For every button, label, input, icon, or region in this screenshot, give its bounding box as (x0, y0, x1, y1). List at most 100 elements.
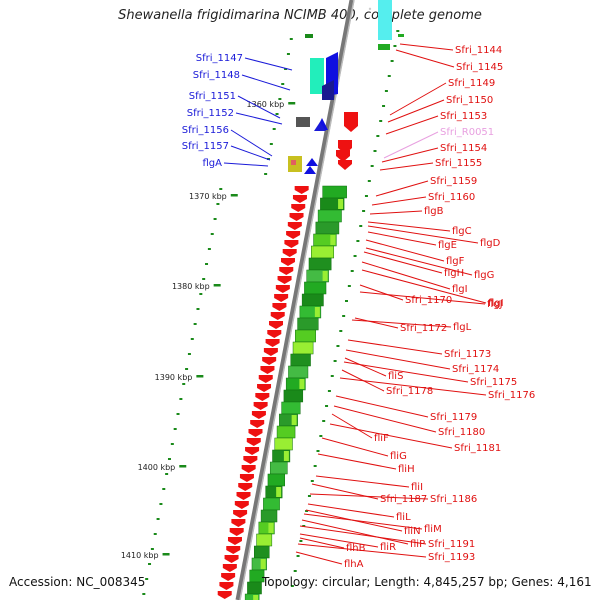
label-line (235, 112, 283, 125)
tick-mark (376, 135, 380, 137)
tick-mark (269, 143, 273, 145)
gene-label[interactable]: Sfri_1147 (196, 53, 243, 64)
gene-reverse (274, 294, 289, 302)
tick-mark (293, 570, 297, 572)
tick-mark (219, 188, 223, 190)
gene-label[interactable]: Sfri_1157 (182, 141, 229, 152)
gene-label[interactable]: Sfri_1145 (456, 62, 503, 73)
gene-label[interactable]: Sfri_1174 (452, 364, 499, 375)
gene-label[interactable]: fliM (424, 524, 442, 535)
gene-reverse (250, 420, 265, 428)
ring-marker: • (368, 5, 373, 14)
gene-label[interactable]: Sfri_1149 (448, 78, 495, 89)
gene-label[interactable]: fliS (388, 371, 403, 382)
gene-label[interactable]: fliF (374, 433, 389, 444)
gene-label[interactable]: Sfri_1186 (430, 494, 477, 505)
gene-label[interactable]: Sfri_1175 (470, 377, 517, 388)
gene-reverse (251, 411, 266, 419)
gene-label[interactable]: Sfri_1156 (182, 125, 229, 136)
gene-label[interactable]: fliI (411, 482, 423, 493)
tick-mark (284, 68, 288, 70)
gene-label[interactable]: flhA (344, 559, 364, 570)
gene-label[interactable]: flhB (346, 543, 366, 554)
gene-reverse (287, 222, 302, 230)
gene-label[interactable]: Sfri_1160 (428, 192, 475, 203)
gene-label[interactable]: Sfri_1173 (444, 349, 491, 360)
gene-cog-block (317, 209, 342, 223)
gene-label[interactable]: Sfri_1176 (488, 390, 535, 401)
tick-mark (313, 465, 317, 467)
tick-mark (145, 578, 149, 580)
gene-label[interactable]: Sfri_1148 (193, 70, 240, 81)
label-line (230, 145, 271, 161)
ruler-tick (162, 553, 170, 556)
gene-label[interactable]: flgG (474, 270, 494, 281)
tick-mark (156, 518, 160, 520)
gene-label[interactable]: Sfri_1170 (405, 295, 452, 306)
tick-mark (187, 353, 191, 355)
tick-mark (167, 458, 171, 460)
gene-label[interactable]: Sfri_1155 (435, 158, 482, 169)
gene-label[interactable]: Sfri_1144 (455, 45, 502, 56)
gene-label[interactable]: flgL (453, 322, 472, 333)
gene-label[interactable]: Sfri_1154 (440, 143, 487, 154)
gene-label[interactable]: fliR (380, 542, 396, 553)
gene-label[interactable]: flgI (452, 284, 468, 295)
gene-label[interactable]: Sfri_1181 (454, 443, 501, 454)
gene-label[interactable]: flgJ (487, 299, 503, 310)
gene-label[interactable]: flgE (438, 240, 457, 251)
gene-label[interactable]: Sfri_1180 (438, 427, 485, 438)
gene-label[interactable]: Sfri_R0051 (440, 127, 494, 138)
label-line (331, 413, 373, 439)
gene-label[interactable]: flgH (444, 268, 464, 279)
tick-mark (393, 45, 397, 47)
gene-label[interactable]: flgB (424, 206, 444, 217)
gene-label[interactable]: flgA (203, 158, 223, 169)
gene-label[interactable]: flgI (488, 298, 504, 309)
tick-mark (339, 330, 343, 332)
gene-label[interactable]: Sfri_1159 (430, 176, 477, 187)
gene-reverse (262, 357, 277, 365)
label-line (301, 519, 409, 545)
label-line (299, 525, 427, 545)
label-line (244, 57, 293, 71)
gene-reverse (267, 330, 282, 338)
gene-label[interactable]: flgF (446, 256, 465, 267)
ruler-tick (213, 284, 221, 287)
gene-label[interactable]: Sfri_1191 (428, 539, 475, 550)
gene-label[interactable]: fliH (398, 464, 415, 475)
gene-reverse (275, 285, 290, 293)
tick-mark (150, 548, 154, 550)
tick-mark (350, 270, 354, 272)
gene-label[interactable]: fliN (404, 526, 421, 537)
gene-label[interactable]: Sfri_1187 (380, 494, 427, 505)
gene-cog-block (304, 281, 327, 295)
gene-label[interactable]: Sfri_1172 (400, 323, 447, 334)
gene-label[interactable]: Sfri_1193 (428, 552, 475, 563)
tick-mark (316, 450, 320, 452)
gene-label[interactable]: fliG (390, 451, 407, 462)
gene-cog-block (274, 437, 293, 451)
ruler-label: 1390 kbp (155, 373, 193, 382)
gene-reverse (280, 258, 295, 266)
tick-mark (207, 248, 211, 250)
gene-labels: Sfri_1147 Sfri_1148 Sfri_1151 Sfri_1152 Sfri… (182, 45, 535, 570)
tick-mark (362, 210, 366, 212)
gene-label[interactable]: fliP (410, 539, 425, 550)
gene-reverse (292, 195, 307, 203)
ruler-label: 1410 kbp (121, 551, 159, 560)
gene-label[interactable]: Sfri_1179 (430, 412, 477, 423)
gene-label[interactable]: Sfri_1178 (386, 386, 433, 397)
gene-label[interactable]: Sfri_1153 (440, 111, 487, 122)
gene-label[interactable]: Sfri_1151 (189, 91, 236, 102)
gene-label[interactable]: flgD (480, 238, 501, 249)
tick-mark (327, 390, 331, 392)
tick-mark (325, 405, 329, 407)
tick-mark (296, 555, 300, 557)
gene-label[interactable]: flgC (452, 226, 472, 237)
gene-label[interactable]: Sfri_1152 (187, 108, 234, 119)
gene-label[interactable]: fliL (396, 512, 411, 523)
tick-mark (278, 98, 282, 100)
gene-label[interactable]: Sfri_1150 (446, 95, 493, 106)
